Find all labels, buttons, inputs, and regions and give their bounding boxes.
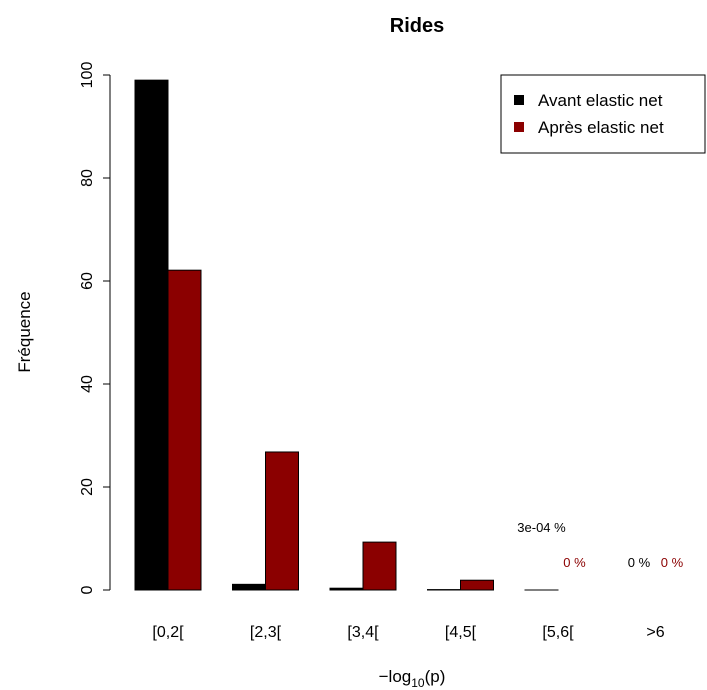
bar-1-1 [265, 451, 299, 591]
x-axis-label-prefix: −log [379, 667, 412, 686]
y-axis-label: Fréquence [15, 291, 34, 372]
bar-2-1 [362, 541, 397, 591]
x-tick-label: [5,6[ [542, 624, 574, 641]
y-tick-label: 80 [79, 169, 96, 187]
x-axis-label: −log10(p) [379, 667, 446, 690]
x-tick-label: [2,3[ [250, 624, 282, 641]
y-tick-label: 60 [79, 272, 96, 290]
bar-3-1 [460, 579, 494, 591]
bar-annotation: 0 % [628, 555, 651, 570]
y-tick-label: 20 [79, 478, 96, 496]
bars [134, 79, 559, 591]
y-tick-label: 100 [79, 62, 96, 89]
bar-2-0 [329, 587, 364, 591]
chart-title: Rides [390, 15, 444, 37]
legend-swatch-0 [514, 95, 524, 105]
bar-annotation: 0 % [563, 555, 586, 570]
legend-swatch-1 [514, 122, 524, 132]
y-axis: 0 20 40 60 80 100 [79, 62, 111, 594]
x-tick-label: [4,5[ [445, 624, 477, 641]
x-tick-label: >6 [646, 624, 664, 641]
bar-0-1 [167, 269, 202, 591]
legend: Avant elastic net Après elastic net [500, 74, 706, 154]
legend-box [500, 74, 706, 154]
bar-1-0 [232, 583, 266, 591]
x-axis-label-suffix: (p) [425, 667, 446, 686]
legend-entry-0: Avant elastic net [538, 91, 663, 110]
x-tick-label: [0,2[ [152, 624, 184, 641]
x-axis-label-subscript: 10 [411, 676, 425, 690]
y-tick-label: 0 [79, 585, 96, 594]
annotations: 3e-04 % 0 % 0 % 0 % [517, 520, 683, 570]
bar-annotation: 3e-04 % [517, 520, 566, 535]
bar-annotation: 0 % [661, 555, 684, 570]
legend-entry-1: Après elastic net [538, 118, 664, 137]
x-tick-label: [3,4[ [347, 624, 379, 641]
y-tick-label: 40 [79, 375, 96, 393]
bar-0-0 [134, 79, 169, 591]
x-tick-labels: [0,2[ [2,3[ [3,4[ [4,5[ [5,6[ >6 [152, 624, 664, 641]
